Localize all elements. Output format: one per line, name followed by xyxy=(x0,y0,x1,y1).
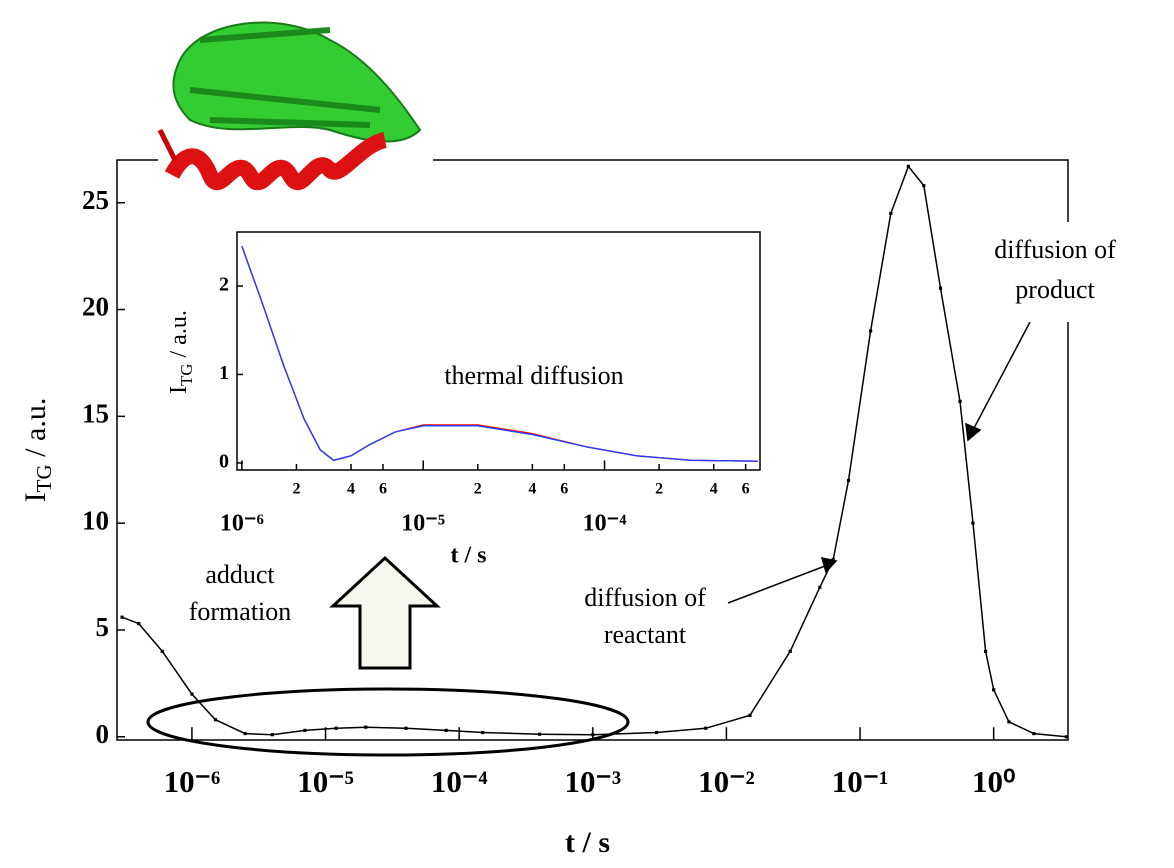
data-point xyxy=(243,731,247,736)
x-tick-label: 10⁻⁶ xyxy=(220,511,264,537)
x-tick-label: 2 xyxy=(655,481,663,498)
plot xyxy=(241,245,758,462)
annotation: product xyxy=(1015,275,1095,304)
y-tick-label: 5 xyxy=(96,612,110,642)
annotation: diffusion of xyxy=(584,583,706,612)
x-tick-label: 4 xyxy=(710,481,718,498)
x-axis-label: t / s xyxy=(565,826,610,859)
x-tick-label: 2 xyxy=(474,481,482,498)
data-point xyxy=(846,478,851,483)
x-tick-label: 10⁻⁴ xyxy=(431,764,488,799)
y-tick-label: 2 xyxy=(219,274,229,296)
inset-frame xyxy=(236,231,761,471)
y-axis-label: ITG / a.u. xyxy=(166,310,196,394)
x-tick-label: 10⁻⁴ xyxy=(583,511,627,537)
x-tick-label: 4 xyxy=(347,481,355,498)
y-tick-label: 0 xyxy=(96,719,110,749)
y-tick-label: 10 xyxy=(82,505,109,535)
data-point xyxy=(889,211,893,216)
data-point xyxy=(922,184,926,188)
x-tick-label: 10⁻² xyxy=(698,764,755,799)
data-point xyxy=(481,730,485,735)
x-tick-label: 10⁻³ xyxy=(564,764,621,799)
data-line xyxy=(121,164,1067,738)
annotation: formation xyxy=(189,597,292,626)
highlight-ellipse xyxy=(146,687,630,757)
data-point xyxy=(444,728,448,732)
data-point xyxy=(591,733,595,737)
x-tick-label: 2 xyxy=(292,481,300,498)
y-tick-label: 0 xyxy=(219,451,229,473)
protein-image xyxy=(157,0,433,215)
y-label-rest: / a.u. xyxy=(166,310,192,363)
x-tick-label: 10⁰ xyxy=(972,764,1015,799)
annotation: adduct xyxy=(205,560,275,589)
x-tick-label: 6 xyxy=(560,481,568,498)
annotation: reactant xyxy=(604,620,687,649)
data-point xyxy=(334,726,338,730)
y-label-main: I xyxy=(19,492,52,502)
x-tick-label: 10⁻⁵ xyxy=(297,764,354,799)
zoom-arrow xyxy=(329,555,441,670)
y-tick-label: 20 xyxy=(82,292,109,322)
annotation: thermal diffusion xyxy=(444,361,623,390)
annotation: diffusion of xyxy=(994,235,1116,264)
y-tick-label: 1 xyxy=(219,362,229,384)
data-point xyxy=(303,728,307,732)
data-point xyxy=(869,329,873,333)
data-point xyxy=(160,649,164,653)
x-tick-label: 10⁻⁶ xyxy=(164,764,221,799)
data-point xyxy=(270,733,274,737)
annotation-arrows xyxy=(727,321,1031,604)
data-point xyxy=(818,585,822,589)
data-point xyxy=(364,725,368,729)
data-point xyxy=(788,649,792,653)
plot xyxy=(120,164,1068,739)
data-point xyxy=(404,726,408,730)
y-axis-label: ITG / a.u. xyxy=(19,398,56,503)
data-point xyxy=(704,726,708,730)
data-point xyxy=(992,688,996,692)
data-point xyxy=(654,730,659,735)
x-tick-label: 6 xyxy=(742,481,750,498)
data-point xyxy=(538,732,542,736)
x-axis-label: t / s xyxy=(451,543,487,569)
x-tick-label: 6 xyxy=(379,481,387,498)
data-point xyxy=(748,713,752,718)
data-point xyxy=(190,692,194,696)
data-point xyxy=(831,557,835,562)
y-label-sub: TG xyxy=(32,464,56,492)
data-point xyxy=(971,521,975,525)
y-tick-label: 15 xyxy=(82,399,109,429)
data-point xyxy=(213,718,218,722)
x-tick-label: 10⁻⁵ xyxy=(401,511,445,537)
y-label-rest: / a.u. xyxy=(19,398,52,465)
data-point xyxy=(938,286,943,290)
x-tick-label: 4 xyxy=(528,481,536,498)
y-label-sub: TG xyxy=(177,363,196,385)
data-point xyxy=(906,164,910,169)
data-point xyxy=(1032,731,1036,736)
data-point xyxy=(1007,720,1011,724)
y-tick-label: 25 xyxy=(82,185,109,215)
data-point xyxy=(983,649,988,653)
y-label-main: I xyxy=(166,386,192,394)
x-tick-label: 10⁻¹ xyxy=(832,764,889,799)
data-line xyxy=(241,245,758,462)
data-point xyxy=(958,399,962,403)
annotation-box xyxy=(940,222,1174,322)
data-point xyxy=(120,615,124,619)
data-point xyxy=(137,621,141,626)
data-point xyxy=(1064,735,1068,739)
